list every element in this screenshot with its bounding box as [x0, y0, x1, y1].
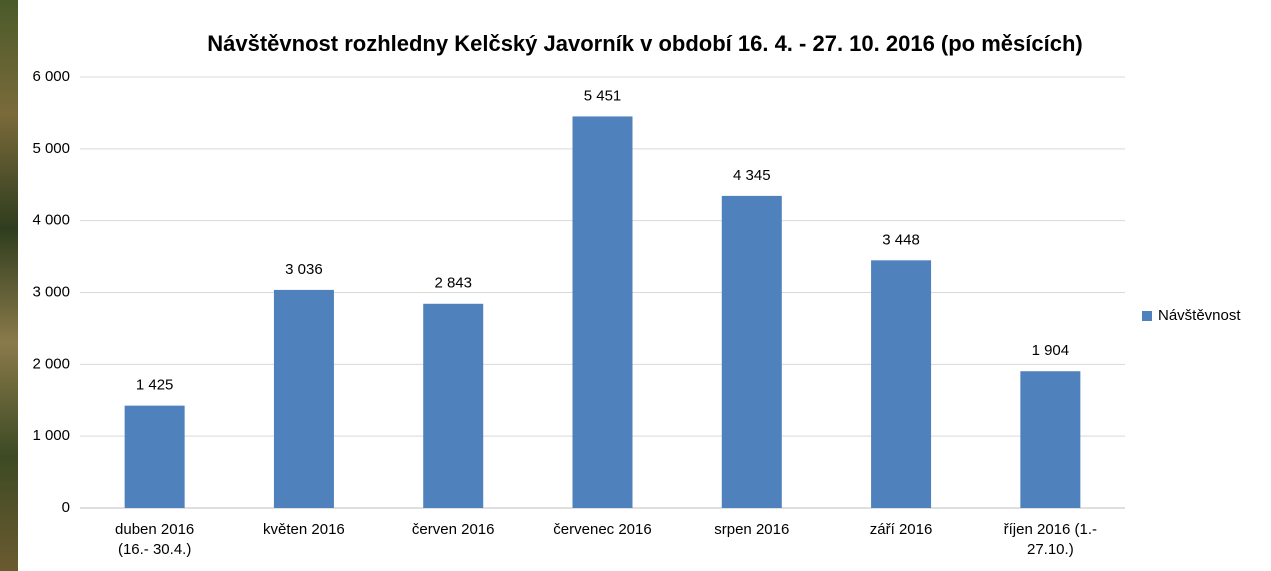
y-tick-label: 0	[62, 499, 70, 516]
bar	[423, 303, 484, 508]
data-label: 1 425	[136, 377, 174, 394]
x-tick-label: duben 2016 (16.- 30.4.)	[115, 521, 195, 558]
chart-title: Návštěvnost rozhledny Kelčský Javorník v…	[207, 31, 1082, 56]
bar	[1020, 371, 1081, 508]
x-tick-label: červenec 2016	[553, 521, 652, 538]
bar	[572, 116, 633, 509]
x-tick-label: říjen 2016 (1.- 27.10.)	[1003, 521, 1098, 558]
background-photo-strip	[0, 0, 18, 571]
data-label: 2 843	[434, 275, 472, 292]
y-tick-label: 6 000	[32, 68, 70, 85]
legend-swatch	[1142, 311, 1152, 321]
y-tick-label: 4 000	[32, 212, 70, 229]
bar	[273, 289, 334, 508]
x-tick-label: srpen 2016	[714, 521, 790, 538]
bar	[721, 195, 782, 509]
x-tick-label: září 2016	[869, 521, 933, 538]
y-tick-label: 3 000	[32, 283, 70, 300]
data-label: 1 904	[1032, 342, 1070, 359]
data-label: 3 448	[882, 231, 920, 248]
chart-area	[18, 0, 1271, 571]
x-tick-label: květen 2016	[263, 521, 345, 538]
x-tick-label: červen 2016	[411, 521, 495, 538]
y-tick-label: 1 000	[32, 427, 70, 444]
y-tick-label: 2 000	[32, 355, 70, 372]
data-label: 4 345	[733, 167, 771, 184]
bar	[124, 405, 185, 508]
y-tick-label: 5 000	[32, 140, 70, 157]
bar	[871, 260, 932, 508]
legend-label: Návštěvnost	[1158, 307, 1241, 324]
data-label: 3 036	[285, 261, 323, 278]
data-label: 5 451	[584, 87, 622, 104]
